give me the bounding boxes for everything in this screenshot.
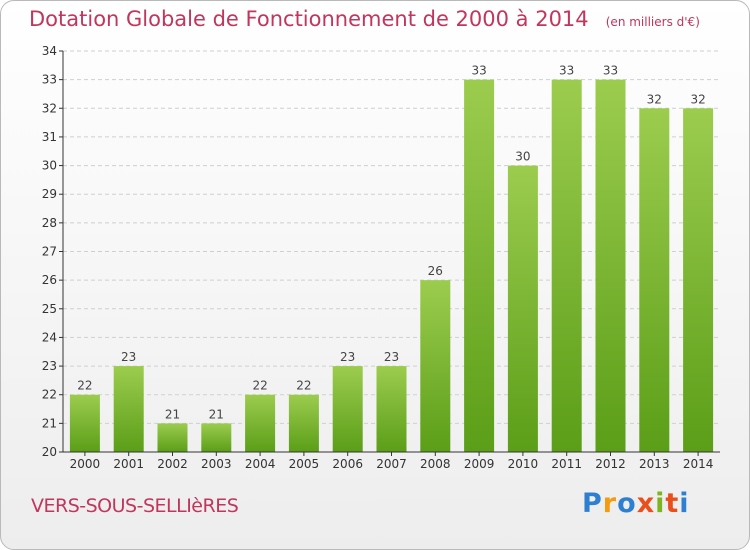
proxiti-logo: Proxiti xyxy=(582,488,690,519)
y-tick-label: 27 xyxy=(42,245,57,259)
x-tick-label: 2004 xyxy=(245,457,276,471)
bar xyxy=(639,108,670,453)
bar xyxy=(683,108,714,453)
x-tick-labels: 2000 2001 2002 2003 2004 2005 2006 2007 2008 2009… xyxy=(70,457,714,471)
logo-letter: r xyxy=(602,488,618,519)
bar xyxy=(507,165,538,453)
value-labels: 22 23 21 21 22 22 23 23 26 33 30 33 33 32 32 xyxy=(77,64,705,422)
bar xyxy=(69,394,100,452)
x-tick-label: 2011 xyxy=(551,457,582,471)
commune-name: VERS-SOUS-SELLIèRES xyxy=(31,495,239,517)
bar xyxy=(595,79,626,453)
bar xyxy=(288,394,319,452)
value-label: 33 xyxy=(603,64,618,78)
x-tick-label: 2014 xyxy=(683,457,714,471)
value-label: 21 xyxy=(209,407,224,421)
y-tick-label: 24 xyxy=(42,330,57,344)
y-tick-label: 31 xyxy=(42,130,57,144)
bar xyxy=(245,394,276,452)
chart-title: Dotation Globale de Fonctionnement de 20… xyxy=(29,7,700,31)
bar xyxy=(376,366,407,452)
axes xyxy=(59,50,720,456)
x-tick-label: 2006 xyxy=(332,457,363,471)
bars xyxy=(69,79,714,453)
logo-letter: P xyxy=(582,488,603,519)
value-label: 33 xyxy=(559,64,574,78)
x-tick-label: 2001 xyxy=(113,457,144,471)
x-tick-label: 2008 xyxy=(420,457,451,471)
x-tick-label: 2010 xyxy=(508,457,539,471)
y-tick-label: 28 xyxy=(42,216,57,230)
y-tick-label: 34 xyxy=(42,44,57,58)
y-tick-label: 20 xyxy=(42,445,57,459)
value-label: 22 xyxy=(252,379,267,393)
y-tick-label: 33 xyxy=(42,73,57,87)
y-tick-label: 25 xyxy=(42,302,57,316)
value-label: 30 xyxy=(515,150,530,164)
bar xyxy=(201,423,232,452)
y-tick-label: 22 xyxy=(42,388,57,402)
bar xyxy=(464,79,495,453)
logo-letter: x xyxy=(636,488,656,519)
x-tick-label: 2013 xyxy=(639,457,670,471)
y-tick-label: 26 xyxy=(42,273,57,287)
bar xyxy=(113,366,144,452)
value-label: 23 xyxy=(340,350,355,364)
y-tick-label: 30 xyxy=(42,159,57,173)
logo-letter: i xyxy=(679,488,690,519)
bar xyxy=(332,366,363,452)
y-tick-label: 23 xyxy=(42,359,57,373)
value-label: 32 xyxy=(690,92,705,106)
x-tick-label: 2009 xyxy=(464,457,495,471)
x-tick-label: 2003 xyxy=(201,457,232,471)
title-unit: (en milliers d'€) xyxy=(605,15,700,29)
value-label: 22 xyxy=(77,379,92,393)
value-label: 22 xyxy=(296,379,311,393)
y-tick-label: 32 xyxy=(42,101,57,115)
title-main: Dotation Globale de Fonctionnement de 20… xyxy=(29,7,589,31)
value-label: 21 xyxy=(165,407,180,421)
value-label: 32 xyxy=(647,92,662,106)
x-tick-label: 2000 xyxy=(70,457,101,471)
logo-letter: i xyxy=(655,488,666,519)
y-tick-labels: 20 21 22 23 24 25 26 27 28 29 30 31 32 33 34 xyxy=(42,44,57,459)
value-label: 23 xyxy=(384,350,399,364)
x-tick-label: 2005 xyxy=(289,457,320,471)
bar xyxy=(420,280,451,452)
logo-letter: t xyxy=(665,488,680,519)
bar xyxy=(551,79,582,453)
y-tick-label: 21 xyxy=(42,416,57,430)
y-tick-label: 29 xyxy=(42,187,57,201)
x-tick-label: 2007 xyxy=(376,457,407,471)
value-label: 23 xyxy=(121,350,136,364)
value-label: 33 xyxy=(471,64,486,78)
x-tick-label: 2002 xyxy=(157,457,188,471)
value-label: 26 xyxy=(428,264,443,278)
x-tick-label: 2012 xyxy=(595,457,626,471)
bar xyxy=(157,423,188,452)
logo-letter: o xyxy=(617,488,637,519)
